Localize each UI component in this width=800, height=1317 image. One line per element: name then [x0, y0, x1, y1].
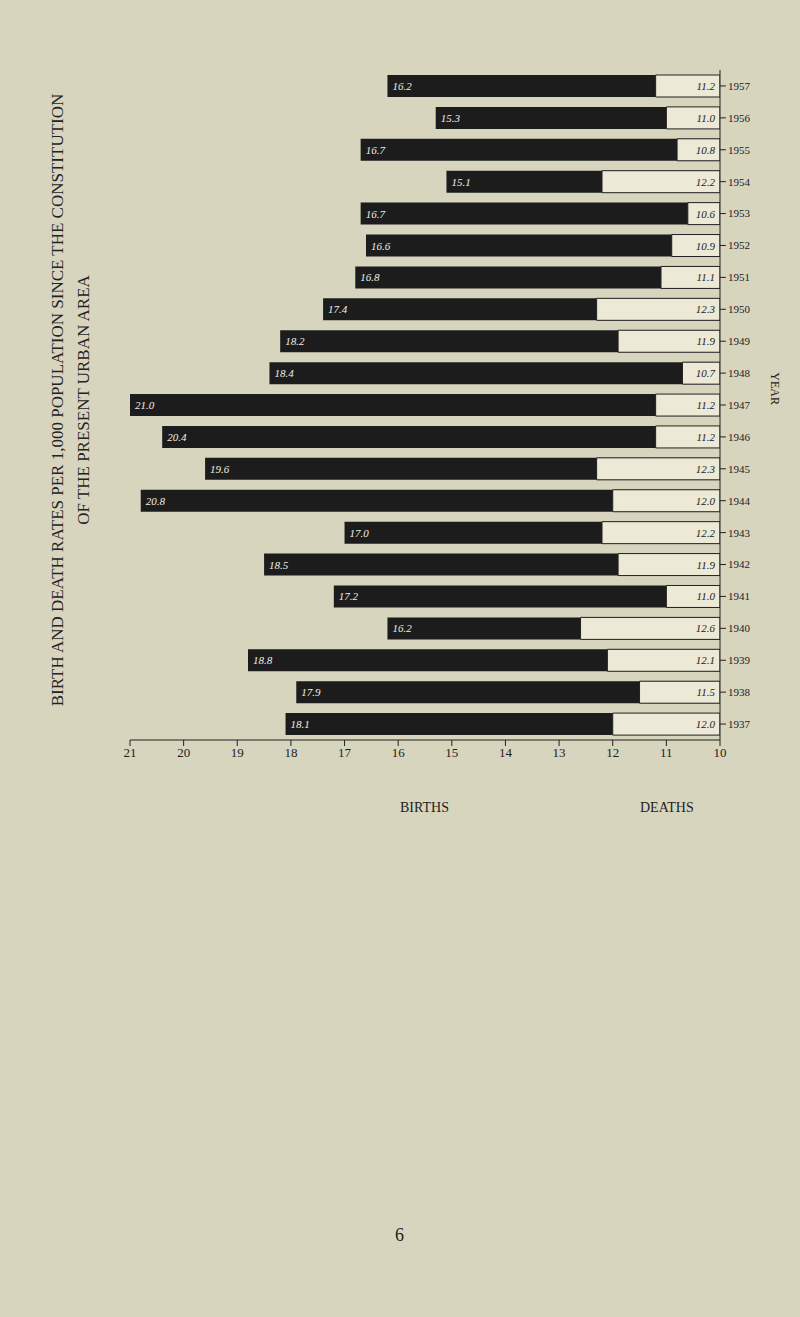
svg-text:20: 20: [177, 745, 190, 760]
svg-text:17: 17: [338, 745, 352, 760]
html-text:BIRTHS: BIRTHS: [400, 800, 449, 815]
svg-text:11.2: 11.2: [697, 399, 716, 411]
svg-text:10.6: 10.6: [696, 208, 716, 220]
html-text:BIRTH AND DEATH RATES PER 1,00: BIRTH AND DEATH RATES PER 1,000 POPULATI…: [48, 93, 67, 707]
svg-text:1937: 1937: [728, 718, 751, 730]
svg-text:18.2: 18.2: [285, 335, 305, 347]
svg-text:1957: 1957: [728, 80, 751, 92]
svg-text:10.8: 10.8: [696, 144, 716, 156]
svg-text:18.8: 18.8: [253, 654, 273, 666]
svg-text:11.9: 11.9: [697, 335, 716, 347]
svg-text:13: 13: [553, 745, 566, 760]
svg-text:21.0: 21.0: [135, 399, 155, 411]
svg-text:11: 11: [660, 745, 673, 760]
svg-text:11.2: 11.2: [697, 80, 716, 92]
svg-text:1947: 1947: [728, 399, 751, 411]
svg-text:12.2: 12.2: [696, 527, 716, 539]
svg-text:16.7: 16.7: [366, 144, 386, 156]
svg-text:1945: 1945: [728, 463, 751, 475]
svg-text:16.2: 16.2: [392, 80, 412, 92]
svg-text:1944: 1944: [728, 495, 751, 507]
svg-text:14: 14: [499, 745, 513, 760]
svg-text:1953: 1953: [728, 207, 751, 219]
svg-text:1938: 1938: [728, 686, 751, 698]
html-text:6: 6: [395, 1225, 404, 1245]
svg-text:17.4: 17.4: [328, 303, 348, 315]
svg-text:11.9: 11.9: [697, 559, 716, 571]
svg-text:11.2: 11.2: [697, 431, 716, 443]
svg-text:1951: 1951: [728, 271, 750, 283]
svg-text:16.7: 16.7: [366, 208, 386, 220]
html-text:DEATHS: DEATHS: [640, 800, 694, 815]
svg-text:16.6: 16.6: [371, 240, 391, 252]
svg-text:YEAR: YEAR: [768, 372, 782, 405]
svg-text:1949: 1949: [728, 335, 751, 347]
svg-text:12.1: 12.1: [696, 654, 715, 666]
svg-text:21: 21: [124, 745, 137, 760]
svg-text:18.1: 18.1: [291, 718, 310, 730]
svg-text:12.0: 12.0: [696, 718, 716, 730]
svg-text:12.6: 12.6: [696, 622, 716, 634]
svg-text:15.3: 15.3: [441, 112, 461, 124]
svg-text:10.9: 10.9: [696, 240, 716, 252]
svg-text:15.1: 15.1: [451, 176, 470, 188]
svg-text:12.3: 12.3: [696, 303, 716, 315]
svg-text:18: 18: [284, 745, 297, 760]
svg-text:1942: 1942: [728, 558, 750, 570]
svg-text:1952: 1952: [728, 239, 750, 251]
svg-text:12.0: 12.0: [696, 495, 716, 507]
svg-text:10: 10: [714, 745, 727, 760]
svg-text:19.6: 19.6: [210, 463, 230, 475]
svg-text:1939: 1939: [728, 654, 751, 666]
svg-text:16: 16: [392, 745, 406, 760]
svg-text:10.7: 10.7: [696, 367, 716, 379]
svg-text:1943: 1943: [728, 527, 751, 539]
svg-text:20.4: 20.4: [167, 431, 187, 443]
svg-text:12.2: 12.2: [696, 176, 716, 188]
svg-text:15: 15: [445, 745, 458, 760]
svg-text:12: 12: [606, 745, 619, 760]
svg-text:19: 19: [231, 745, 244, 760]
svg-text:11.1: 11.1: [697, 271, 715, 283]
html-text:OF THE PRESENT URBAN AREA: OF THE PRESENT URBAN AREA: [74, 275, 93, 525]
svg-text:17.2: 17.2: [339, 590, 359, 602]
svg-text:18.4: 18.4: [274, 367, 294, 379]
svg-text:1955: 1955: [728, 144, 751, 156]
svg-text:12.3: 12.3: [696, 463, 716, 475]
svg-text:11.0: 11.0: [697, 112, 716, 124]
svg-text:16.2: 16.2: [392, 622, 412, 634]
svg-text:11.0: 11.0: [697, 590, 716, 602]
svg-text:1950: 1950: [728, 303, 751, 315]
svg-text:1954: 1954: [728, 176, 751, 188]
svg-text:1941: 1941: [728, 590, 750, 602]
svg-text:18.5: 18.5: [269, 559, 289, 571]
svg-text:11.5: 11.5: [697, 686, 716, 698]
svg-text:1948: 1948: [728, 367, 751, 379]
svg-text:1946: 1946: [728, 431, 751, 443]
svg-text:17.0: 17.0: [350, 527, 370, 539]
svg-text:16.8: 16.8: [360, 271, 380, 283]
svg-text:20.8: 20.8: [146, 495, 166, 507]
svg-text:1956: 1956: [728, 112, 751, 124]
svg-text:17.9: 17.9: [301, 686, 321, 698]
svg-text:1940: 1940: [728, 622, 751, 634]
